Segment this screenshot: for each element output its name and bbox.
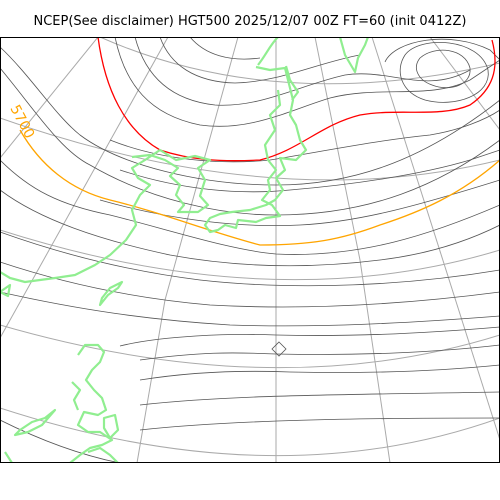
contour-line [0,291,500,327]
coastline-ireland [13,408,57,437]
meridian-line [0,37,99,159]
contour-line [159,37,361,84]
contour-line [0,159,500,255]
meridian-line [371,37,500,441]
contour-line [0,189,500,267]
contour-line [139,417,500,431]
contour-line [139,344,500,361]
coastline-scotland-islands [102,413,120,440]
coastline-svalbard [338,37,370,74]
contour-line [139,391,500,406]
contour-line [0,231,500,287]
meridian-line [314,37,391,463]
contour-line [0,261,500,308]
contour-line [114,37,500,127]
parallel-line [0,407,500,457]
meridian-line [429,37,500,131]
grid-marker [271,341,287,357]
coastline-greenland-north [284,65,300,101]
coastline-uk-west [71,381,82,411]
map-background [0,37,500,463]
coastline-uk [69,343,114,463]
parallel-line [0,324,500,369]
coastline-greenland [203,65,308,234]
parallel-line [0,117,500,181]
coastlines [0,37,370,463]
coastline-island [0,283,12,298]
contour-5700 [19,129,500,246]
contour-line [189,37,261,60]
contour-line [0,46,500,186]
contour-line [416,49,471,89]
height-contours [0,37,500,463]
map-panel: 5700 [0,37,500,463]
parallel-line [0,229,500,281]
contour-line [134,37,471,106]
contour-line [384,38,500,63]
contour-line [139,364,500,381]
coastline-norway [87,446,119,463]
contour-line [119,149,500,193]
coastline-greenland-east [257,37,279,66]
coastline-island [98,280,124,307]
contour-line [0,419,121,463]
map-title: NCEP(See disclaimer) HGT500 2025/12/07 0… [33,14,467,29]
contour-line [399,42,489,103]
coastline-baffin [0,148,212,284]
meridian-line [0,37,169,339]
contour-line [119,326,500,347]
contour-5400 [97,37,496,162]
coastline-channel [4,451,13,463]
contour-line [0,67,500,216]
